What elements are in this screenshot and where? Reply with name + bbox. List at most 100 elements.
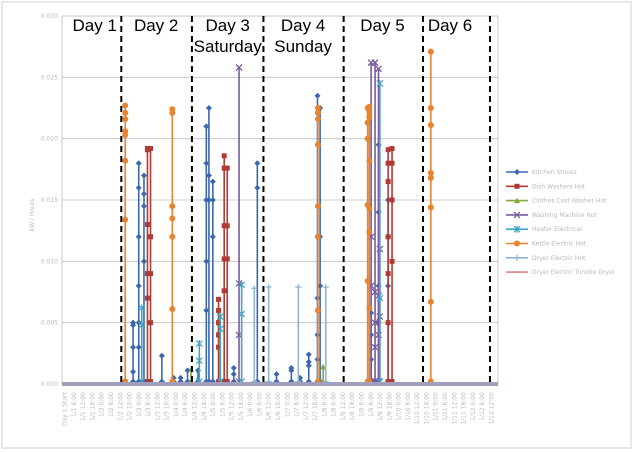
x-tick-label-13: 1/4 6:00	[182, 392, 189, 417]
legend: Kitchen Stoves Dish Washers Hot Clothes Co…	[506, 169, 616, 276]
legend-marker-3	[513, 211, 521, 219]
series-5-spike-2-point-6	[314, 233, 321, 240]
series-0-spike-16-point-2	[305, 358, 312, 365]
y-tick-label-4: 0.020	[41, 136, 58, 143]
x-tick-label-23: 1/6 18:00	[275, 392, 282, 421]
legend-label-2: Clothes Cold Washer Hot	[532, 198, 607, 205]
y-tick-label-6: 0.030	[41, 13, 58, 20]
series-0-spike-11-point-1	[230, 371, 237, 378]
series-0-spike-10-point-2	[209, 197, 216, 203]
y-tick-label-1: 0.005	[41, 320, 58, 327]
series-5-spike-1-point-6	[169, 306, 176, 313]
day-label-2: Day 3	[205, 16, 249, 35]
x-tick-label-17: 1/5 6:00	[219, 392, 226, 417]
x-tick-label-31: 1/8 18:00	[349, 392, 356, 421]
series-1-spike-5-point-5	[385, 271, 391, 277]
series-5-spike-2-point-2	[314, 109, 321, 116]
series-4-spike-1-point-1	[195, 340, 203, 348]
y-tick-label-3: 0.015	[41, 197, 58, 204]
legend-marker-5	[514, 240, 520, 247]
series-6-spike-0-point-1	[251, 285, 258, 292]
x-tick-label-18: 1/5 12:00	[229, 392, 236, 421]
x-tick-label-8: 1/3 0:00	[136, 392, 143, 417]
series-0-spike-13-point-1	[273, 371, 280, 378]
day-label-4: Day 5	[360, 16, 404, 35]
series-0-spike-8-point-2	[203, 160, 210, 167]
x-tick-label-37: 1/10 6:00	[405, 392, 412, 421]
series-0-spike-5-point-1	[177, 374, 184, 381]
series-5-spike-0-point-2	[122, 109, 129, 116]
series-5-spike-0-point-5	[122, 131, 129, 138]
series-1	[144, 145, 395, 385]
series-5-spike-4-point-4	[364, 201, 371, 208]
series-1-spike-3-point-4	[221, 256, 227, 262]
x-tick-label-40: 1/11 0:00	[433, 392, 440, 421]
series-0-spike-0-point-3	[130, 344, 137, 351]
legend-label-1: Dish Washers Hot	[532, 183, 586, 190]
series-5-spike-2-point-4	[314, 141, 321, 148]
series-0-spike-8-point-5	[203, 307, 210, 314]
series-5-spike-4-point-3	[364, 135, 371, 142]
series-0-spike-6-point-1	[184, 367, 191, 374]
x-tick-label-20: 1/6 0:00	[247, 392, 254, 417]
x-tick-label-27: 1/7 18:00	[312, 392, 319, 421]
x-tick-label-34: 1/9 12:00	[377, 392, 384, 421]
series-6-spike-3-point-1	[322, 284, 329, 291]
series-1-spike-3-point-5	[221, 288, 227, 294]
series-5-spike-0-point-1	[122, 102, 129, 109]
series-0-spike-11-point-2	[230, 365, 237, 372]
series-1-spike-5-point-2	[385, 160, 391, 166]
x-tick-label-38: 1/10 12:00	[414, 392, 421, 425]
series-4-spike-0-point-1	[138, 304, 146, 312]
series-1-spike-3-point-3	[221, 223, 227, 229]
series-0-spike-8-point-1	[203, 123, 210, 130]
day-boundaries	[120, 16, 491, 384]
series-1-spike-1-point-0	[148, 379, 154, 385]
legend-marker-6	[514, 254, 520, 261]
x-tick-label-28: 1/8 0:00	[321, 392, 328, 417]
series-1-spike-3-point-2	[221, 165, 227, 171]
x-tick-label-6: 1/2 12:00	[117, 392, 124, 421]
series-0-spike-10-point-1	[209, 178, 216, 185]
series-4-spike-3-point-1	[238, 281, 246, 289]
x-tick-label-9: 1/3 6:00	[145, 392, 152, 417]
y-tick-label-2: 0.010	[41, 258, 58, 265]
series-4-spike-2-point-1	[216, 313, 224, 321]
series-4-spike-4-point-1	[376, 79, 384, 87]
series-6-spike-1-point-1	[265, 284, 272, 291]
x-tick-label-2: 1/1 12:00	[80, 392, 87, 421]
series-5-spike-5-point-6	[427, 204, 434, 211]
x-tick-label-16: 1/5 0:00	[210, 392, 217, 417]
series-1-spike-0-point-2	[144, 147, 150, 153]
y-tick-label-5: 0.025	[41, 74, 58, 81]
series-0-spike-1-point-2	[135, 184, 142, 191]
series-0-spike-17-point-1	[314, 92, 321, 99]
series-4-spike-1-point-2	[195, 357, 203, 365]
series-0-spike-0-point-2	[130, 322, 137, 329]
series-1-spike-0-point-0	[144, 379, 150, 385]
series-3-spike-2-point-3	[371, 319, 379, 327]
x-tick-label-24: 1/7 0:00	[284, 392, 291, 417]
series-plot	[122, 48, 434, 386]
series-1-spike-5-point-0	[385, 379, 391, 385]
series-0-spike-1-point-1	[135, 160, 142, 167]
series-1-spike-5-point-6	[385, 320, 391, 326]
x-tick-label-33: 1/9 6:00	[368, 392, 375, 417]
series-5-spike-2-point-3	[314, 116, 321, 123]
series-5-spike-4-point-2	[364, 119, 371, 126]
x-tick-label-32: 1/9 0:00	[358, 392, 365, 417]
x-tick-label-22: 1/6 12:00	[266, 392, 273, 421]
series-1-spike-1-point-1	[148, 145, 154, 151]
series-5-spike-5-point-1	[427, 48, 434, 55]
x-tick-label-36: 1/10 0:00	[396, 392, 403, 421]
x-tick-label-46: 1/12 12:00	[488, 392, 495, 425]
series-5-spike-5-point-2	[427, 105, 434, 111]
series-1-spike-6-point-3	[389, 197, 395, 203]
series-1-spike-4-point-0	[224, 379, 230, 385]
series-0-spike-16-point-1	[305, 351, 312, 358]
series-1-spike-0-point-3	[144, 222, 150, 228]
legend-marker-0	[514, 169, 520, 175]
series-1-spike-6-point-2	[389, 160, 395, 166]
series-1-spike-2-point-4	[216, 332, 222, 338]
